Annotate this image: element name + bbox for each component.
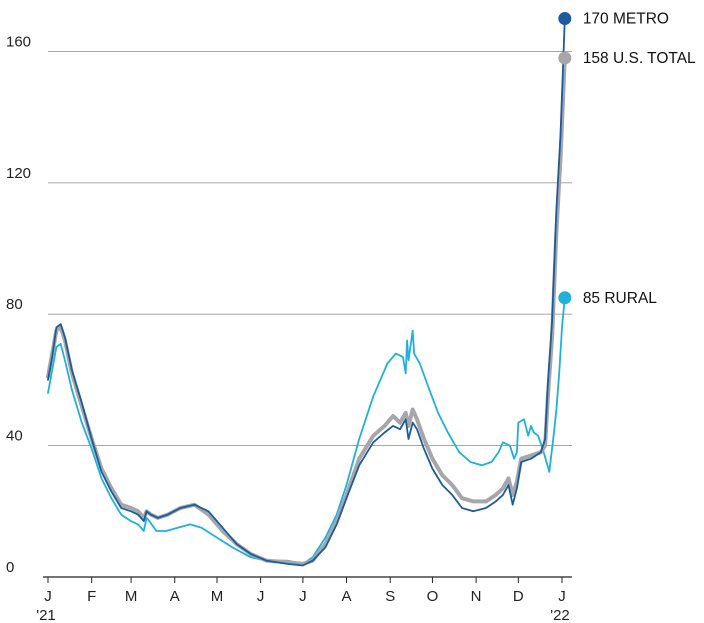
- y-tick-label: 40: [6, 428, 23, 445]
- end-label: 170 METRO: [583, 11, 669, 28]
- x-tick-label: M: [211, 588, 224, 605]
- gridlines: [48, 50, 572, 447]
- y-tick-label: 160: [6, 33, 31, 50]
- x-tick-year-label: '21: [36, 607, 56, 623]
- y-tick-label: 120: [6, 165, 31, 182]
- series-line-metro: [47, 17, 566, 567]
- series-lines: [46, 17, 567, 567]
- x-tick-label: J: [299, 588, 307, 605]
- x-tick-label: O: [427, 588, 439, 605]
- x-tick-label: A: [342, 588, 352, 605]
- x-tick-label: S: [385, 588, 395, 605]
- x-tick-label: M: [125, 588, 138, 605]
- end-label: 85 RURAL: [583, 290, 657, 307]
- end-point-marker: [558, 51, 572, 65]
- x-tick-label: F: [87, 588, 96, 605]
- end-label: 158 U.S. TOTAL: [583, 50, 696, 67]
- x-tick-label: D: [513, 588, 524, 605]
- x-tick-year-label: '22: [550, 607, 570, 623]
- end-point-marker: [558, 291, 572, 305]
- end-point-marker: [558, 12, 572, 26]
- series-line-u-s-total: [46, 56, 567, 566]
- y-tick-label: 0: [6, 559, 14, 576]
- x-tick-label: A: [170, 588, 180, 605]
- x-tick-label: J: [257, 588, 265, 605]
- x-tick-label: J: [44, 588, 52, 605]
- x-tick-label: J: [558, 588, 566, 605]
- y-tick-label: 80: [6, 296, 23, 313]
- x-tick-label: N: [471, 588, 482, 605]
- end-labels: 85 RURAL 158 U.S. TOTAL 170 METRO: [558, 11, 696, 307]
- y-axis-ticks: 0 40 80 120 160: [6, 33, 31, 576]
- series-line-rural: [47, 296, 566, 565]
- x-axis: J '21 F M A M J J A S O N D J '22: [36, 576, 572, 623]
